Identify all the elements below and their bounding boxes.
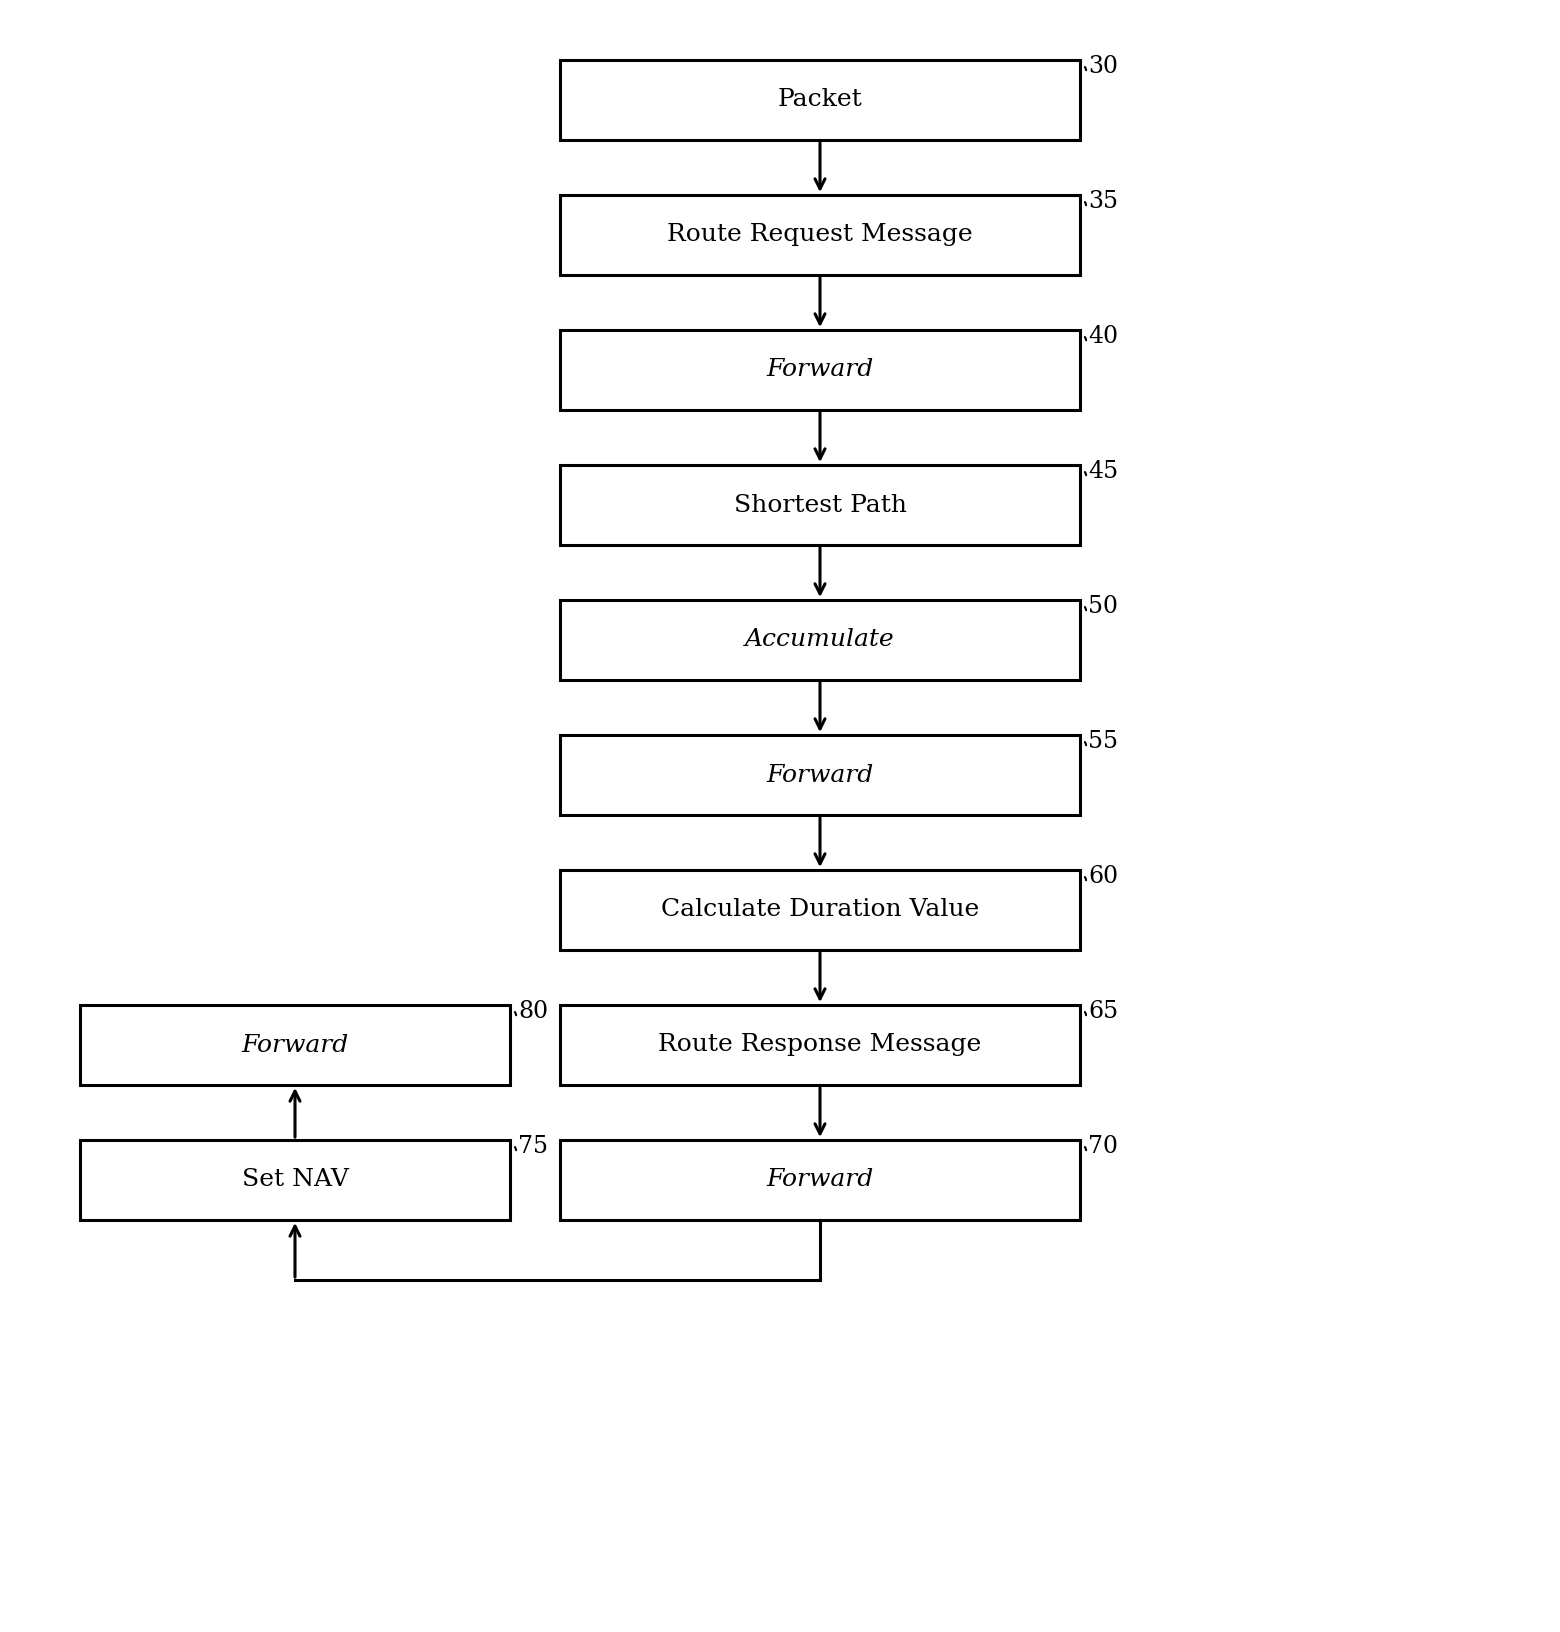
Bar <box>560 330 1080 410</box>
Bar <box>80 1005 510 1085</box>
Text: Forward: Forward <box>766 1169 874 1191</box>
Text: 45: 45 <box>1087 460 1119 483</box>
Bar <box>560 465 1080 545</box>
Bar <box>560 601 1080 681</box>
Text: 75: 75 <box>518 1134 548 1159</box>
Text: Route Request Message: Route Request Message <box>668 224 973 246</box>
Bar <box>560 194 1080 276</box>
Text: Packet: Packet <box>777 88 863 111</box>
Text: Route Response Message: Route Response Message <box>658 1033 981 1056</box>
Text: 30: 30 <box>1087 55 1119 78</box>
Text: 60: 60 <box>1087 865 1119 888</box>
Text: Forward: Forward <box>242 1033 348 1056</box>
Bar <box>560 1141 1080 1221</box>
Text: 35: 35 <box>1087 189 1119 214</box>
Text: 65: 65 <box>1087 1000 1119 1023</box>
Text: Accumulate: Accumulate <box>746 628 895 651</box>
Text: 80: 80 <box>518 1000 548 1023</box>
Bar <box>560 1005 1080 1085</box>
Text: 70: 70 <box>1087 1134 1119 1159</box>
Text: Forward: Forward <box>766 764 874 787</box>
Text: Calculate Duration Value: Calculate Duration Value <box>661 899 980 922</box>
Text: 55: 55 <box>1087 730 1119 752</box>
Text: Forward: Forward <box>766 359 874 382</box>
Text: 40: 40 <box>1087 325 1119 348</box>
Bar <box>80 1141 510 1221</box>
Text: 50: 50 <box>1087 596 1119 619</box>
Bar <box>560 734 1080 814</box>
Text: Shortest Path: Shortest Path <box>733 493 906 516</box>
Text: Set NAV: Set NAV <box>242 1169 348 1191</box>
Bar <box>560 870 1080 950</box>
Bar <box>560 60 1080 140</box>
